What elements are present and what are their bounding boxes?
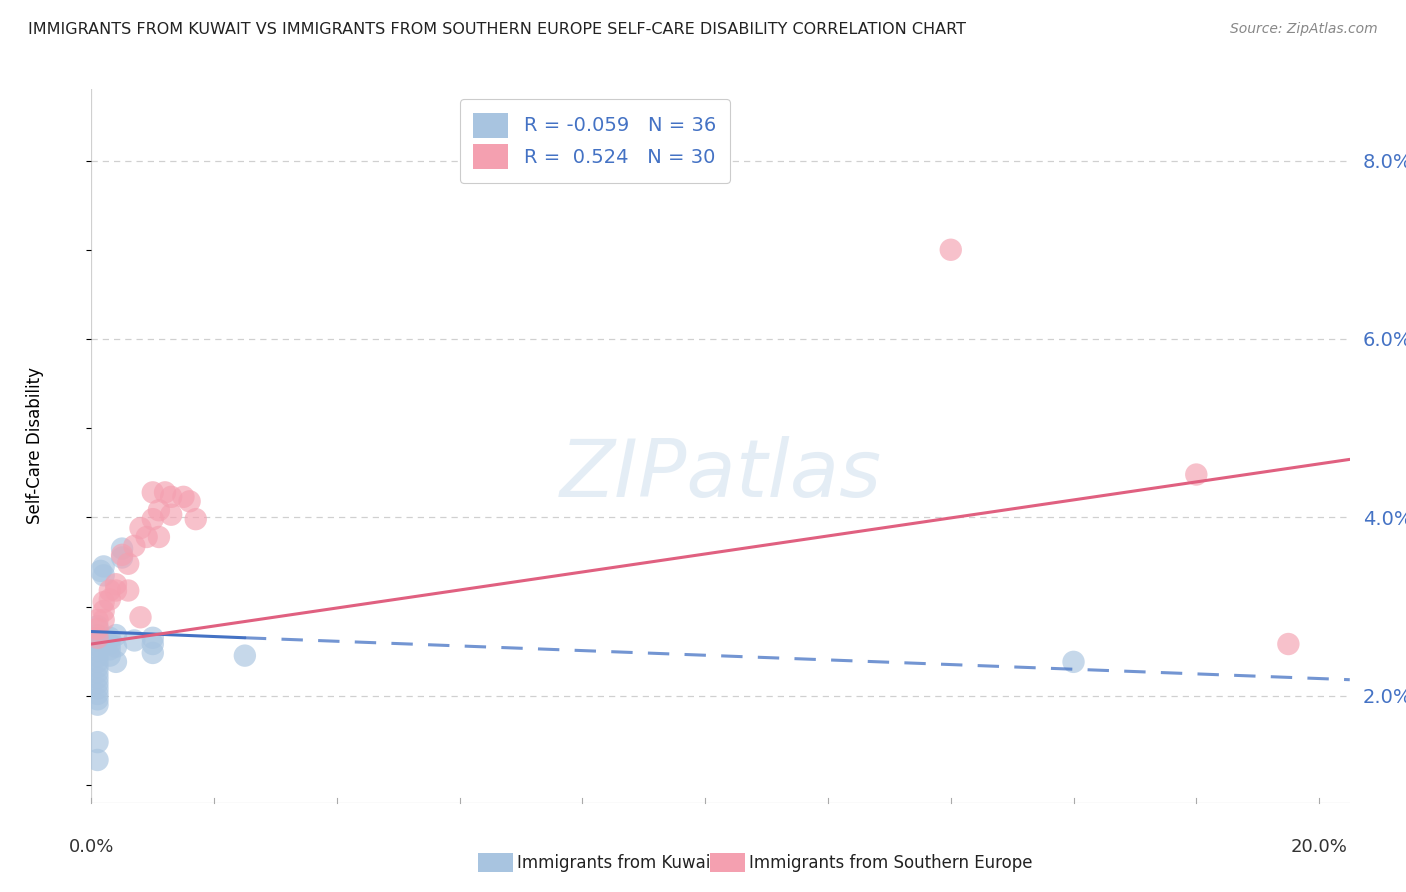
Point [86, 655, 108, 669]
Point [1063, 655, 1085, 669]
Point [160, 508, 183, 522]
Point [129, 610, 152, 624]
Point [86, 644, 108, 658]
Point [179, 494, 201, 508]
Point [233, 648, 256, 663]
Text: Immigrants from Kuwait: Immigrants from Kuwait [517, 854, 717, 871]
Point [142, 637, 165, 651]
Point [98, 642, 121, 657]
Point [1277, 637, 1299, 651]
Point [86, 692, 108, 706]
Point [86, 622, 108, 636]
Text: Source: ZipAtlas.com: Source: ZipAtlas.com [1230, 22, 1378, 37]
Point [86, 687, 108, 701]
Point [124, 633, 146, 648]
Legend: R = -0.059   N = 36, R =  0.524   N = 30: R = -0.059 N = 36, R = 0.524 N = 30 [460, 99, 730, 183]
Point [104, 577, 127, 591]
Point [104, 628, 127, 642]
Point [86, 633, 108, 648]
Point [86, 628, 108, 642]
Point [111, 541, 134, 556]
Point [184, 512, 207, 526]
Point [86, 676, 108, 690]
Point [153, 485, 176, 500]
Point [98, 631, 121, 645]
Point [104, 655, 127, 669]
Point [98, 637, 121, 651]
Point [86, 735, 108, 749]
Point [86, 698, 108, 712]
Point [86, 613, 108, 627]
Point [104, 583, 127, 598]
Point [129, 521, 152, 535]
Point [86, 619, 108, 633]
Text: Immigrants from Southern Europe: Immigrants from Southern Europe [749, 854, 1033, 871]
Text: Self-Care Disability: Self-Care Disability [25, 368, 44, 524]
Point [117, 557, 139, 571]
Point [148, 530, 170, 544]
Point [111, 548, 134, 562]
Point [142, 646, 165, 660]
Point [172, 490, 194, 504]
Text: ZIPatlas: ZIPatlas [560, 435, 882, 514]
Point [104, 640, 127, 654]
Point [93, 559, 115, 574]
Point [96, 635, 118, 649]
Point [1185, 467, 1208, 482]
Point [86, 681, 108, 696]
Point [124, 539, 146, 553]
Text: IMMIGRANTS FROM KUWAIT VS IMMIGRANTS FROM SOUTHERN EUROPE SELF-CARE DISABILITY C: IMMIGRANTS FROM KUWAIT VS IMMIGRANTS FRO… [28, 22, 966, 37]
Point [93, 568, 115, 582]
Point [98, 583, 121, 598]
Point [142, 512, 165, 526]
Point [98, 648, 121, 663]
Point [939, 243, 962, 257]
Point [117, 583, 139, 598]
Point [111, 550, 134, 565]
Point [98, 592, 121, 607]
Point [86, 660, 108, 674]
Point [93, 604, 115, 618]
Point [86, 665, 108, 680]
Point [93, 613, 115, 627]
Point [86, 639, 108, 653]
Point [135, 530, 157, 544]
Point [142, 631, 165, 645]
Point [86, 753, 108, 767]
Point [86, 671, 108, 685]
Point [86, 649, 108, 664]
Point [86, 631, 108, 645]
Point [148, 503, 170, 517]
Text: 20.0%: 20.0% [1291, 838, 1347, 856]
Point [142, 485, 165, 500]
Point [160, 490, 183, 504]
Text: 0.0%: 0.0% [69, 838, 114, 856]
Point [93, 595, 115, 609]
Point [90, 564, 112, 578]
